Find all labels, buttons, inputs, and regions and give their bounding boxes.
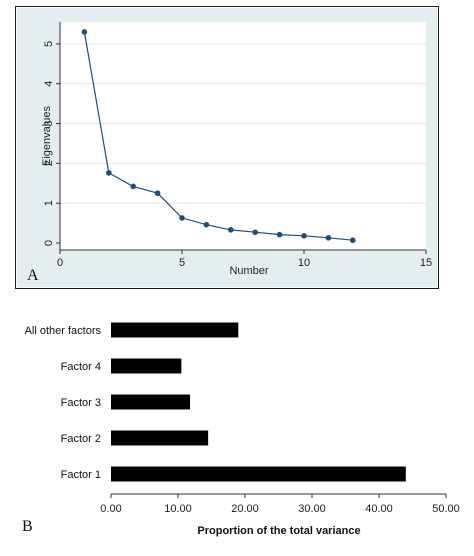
chart-b-bars [111,322,406,482]
chart-b-x-tick-label: 20.00 [231,503,259,515]
chart-a-data-point [179,215,185,221]
chart-a-y-ticks: 0 1 2 3 4 5 [43,41,60,246]
chart-a-data-point [106,170,112,176]
chart-a-x-ticks: 0 5 10 15 [57,250,432,269]
chart-a-x-tick-label: 10 [298,257,310,269]
chart-a-y-tick-label: 3 [43,120,55,126]
chart-b-category-labels: Factor 1 Factor 2 Factor 3 Factor 4 All othe… [25,325,102,481]
panel-a-letter: A [27,267,39,284]
chart-a-plot-area [60,22,426,250]
chart-a-x-tick-label: 15 [420,257,432,269]
chart-b-x-ticks: 0.00 10.00 20.00 30.00 40.00 50.00 [100,494,460,515]
chart-a-y-axis-title: Eigenvalues [41,106,53,166]
eigenvalue-scree-plot: 0 5 10 15 0 1 2 3 4 5 Number Eigenvalues A [17,8,437,287]
chart-b-x-tick-label: 10.00 [164,503,192,515]
chart-b-bar [111,466,406,482]
chart-a-data-point [81,29,88,35]
chart-a-x-axis-title: Number [229,265,268,277]
chart-b-bar [111,430,209,446]
chart-a-series-line [83,31,353,241]
chart-a-x-tick-label: 5 [179,257,185,269]
chart-a-y-tick-label: 1 [43,200,55,206]
chart-a-gridlines [60,43,426,204]
chart-b-category-label: All other factors [25,325,102,337]
chart-b-category-label: Factor 1 [61,469,101,481]
chart-a-y-tick-label: 4 [43,81,55,87]
panel-b-letter: B [22,518,33,535]
chart-a-y-tick-label: 5 [43,41,55,47]
chart-b-x-tick-label: 0.00 [100,503,121,515]
chart-b-x-axis-title: Proportion of the total variance [197,525,360,537]
chart-b-category-label: Factor 2 [61,433,101,445]
chart-a-data-point [350,237,356,244]
chart-a-data-point [154,190,161,197]
chart-b-bar [111,322,239,338]
chart-a-data-point [276,231,283,238]
panel-a-frame [15,6,439,289]
chart-a-y-tick-label: 2 [43,160,55,166]
chart-a-x-tick-label: 0 [57,257,63,269]
chart-a-data-point [252,229,258,236]
chart-b-x-tick-label: 30.00 [298,503,326,515]
chart-a-points [81,29,356,244]
chart-a-data-point [301,233,307,239]
chart-b-category-label: Factor 4 [61,361,101,373]
chart-a-data-point [228,227,234,233]
variance-bar-chart: Factor 1 Factor 2 Factor 3 Factor 4 All othe… [22,322,460,537]
chart-b-x-tick-label: 40.00 [365,503,393,515]
chart-a-data-point [203,221,210,228]
chart-b-bar [111,394,191,410]
chart-b-category-label: Factor 3 [61,397,101,409]
chart-a-y-tick-label: 0 [43,240,55,246]
chart-a-data-point [325,235,332,241]
chart-b-bar [111,358,182,374]
chart-b-x-tick-label: 50.00 [432,503,460,515]
chart-a-data-point [130,183,136,190]
